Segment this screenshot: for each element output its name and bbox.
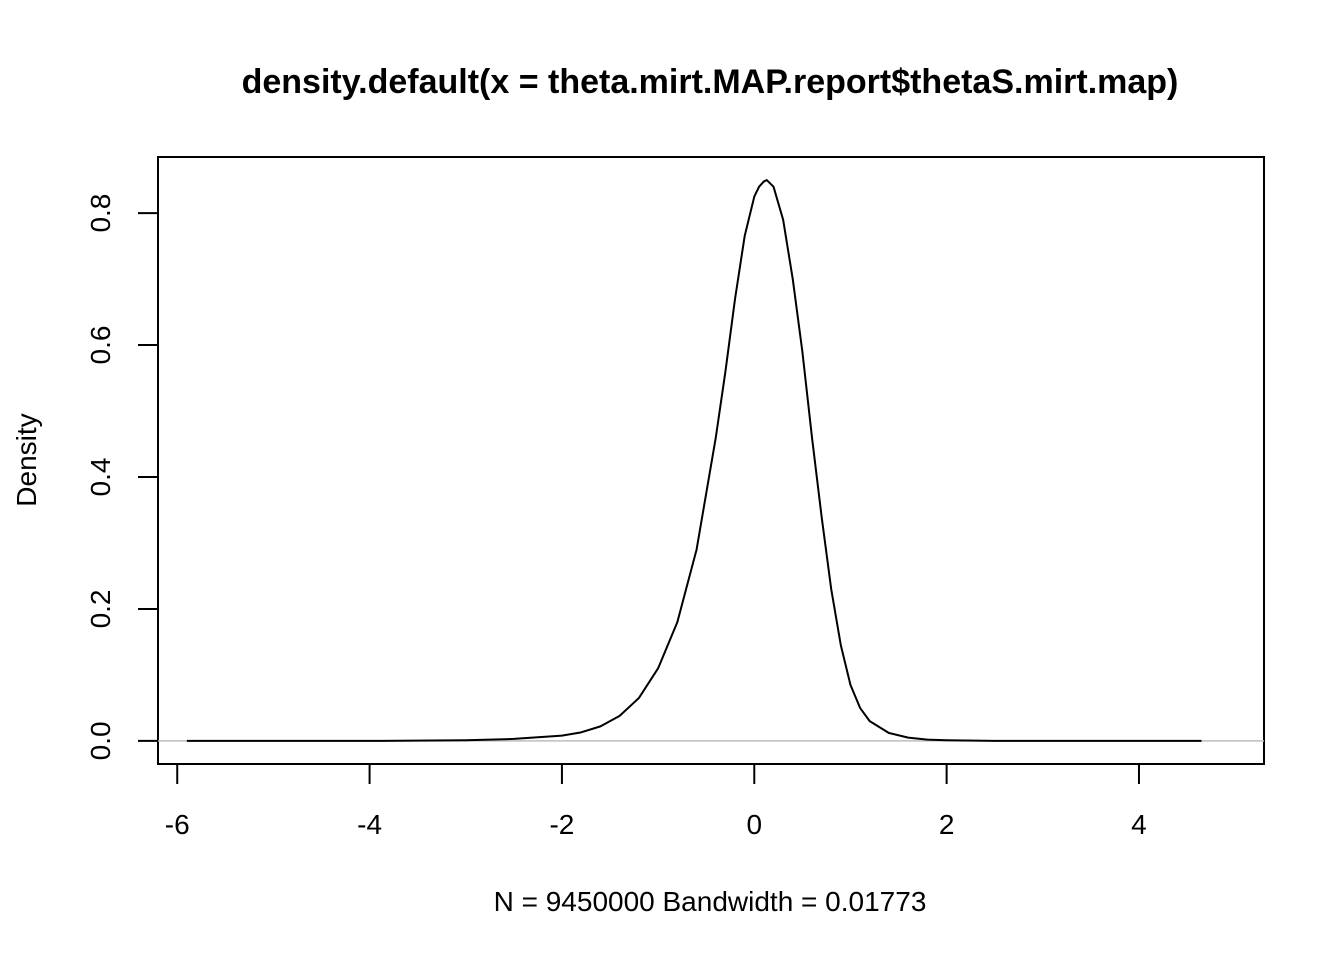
y-tick-label: 0.4 [85, 458, 116, 497]
y-tick-label: 0.8 [85, 194, 116, 233]
x-tick-label: -2 [549, 809, 574, 840]
y-tick-label: 0.2 [85, 589, 116, 628]
x-tick-label: 2 [939, 809, 955, 840]
y-tick-label: 0.0 [85, 721, 116, 760]
y-tick-label: 0.6 [85, 326, 116, 365]
series-layer [158, 179, 1264, 742]
x-tick-label: 0 [746, 809, 762, 840]
x-tick-label: -4 [357, 809, 382, 840]
x-tick-label: -6 [165, 809, 190, 840]
y-axis: 0.0 0.2 0.4 0.6 0.8 [85, 194, 159, 760]
x-axis: -6 -4 -2 0 2 4 [165, 763, 1147, 840]
x-axis-label: N = 9450000 Bandwidth = 0.01773 [494, 886, 927, 917]
x-tick-label: 4 [1131, 809, 1147, 840]
density-curve [186, 179, 1202, 742]
y-axis-label: Density [11, 413, 42, 506]
chart-title: density.default(x = theta.mirt.MAP.repor… [242, 63, 1179, 101]
